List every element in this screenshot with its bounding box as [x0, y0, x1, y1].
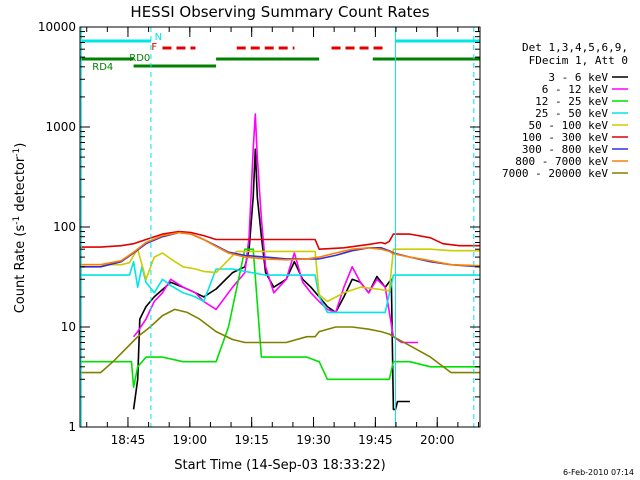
- plot-frame: [79, 26, 481, 428]
- legend-label-0: 3 - 6 keV: [548, 71, 608, 84]
- x-tick-label-1: 19:00: [173, 433, 208, 447]
- y-tick-label-3: 1000: [45, 120, 76, 134]
- vertical-markers: [80, 27, 475, 427]
- legend-label-5: 100 - 300 keV: [522, 131, 608, 144]
- x-tick-label-0: 18:45: [111, 433, 146, 447]
- x-axis-ticks: 18:45 19:00 19:15 19:30 19:45 20:00: [86, 27, 479, 447]
- x-tick-label-5: 20:00: [420, 433, 455, 447]
- legend-label-7: 800 - 7000 keV: [515, 155, 608, 168]
- y-axis-label-mid: detector: [13, 156, 28, 216]
- series-line-1: [132, 113, 419, 344]
- series-line-8: [80, 308, 480, 374]
- y-axis-label: Count Rate (s-1 detector-1): [12, 143, 28, 314]
- x-axis-label: Start Time (14-Sep-03 18:33:22): [174, 458, 385, 473]
- y-tick-label-1: 10: [61, 320, 76, 334]
- x-tick-label-2: 19:15: [234, 433, 269, 447]
- series-line-3: [80, 260, 480, 314]
- flag-label-N: N: [155, 32, 162, 43]
- timestamp-footer: 6-Feb-2010 07:14: [563, 468, 634, 477]
- legend-header-0: Det 1,3,4,5,6,9,: [522, 41, 628, 54]
- y-tick-label-4: 10000: [38, 20, 76, 34]
- flag-label-RD4: RD4: [92, 62, 113, 73]
- legend-header-1: FDecim 1, Att 0: [529, 54, 628, 67]
- legend: Det 1,3,4,5,6,9,FDecim 1, Att 0 3 - 6 keV…: [502, 41, 628, 180]
- series-group: [80, 113, 481, 411]
- x-tick-label-3: 19:30: [296, 433, 331, 447]
- flag-label-RD0: RD0: [129, 53, 150, 64]
- legend-label-4: 50 - 100 keV: [529, 119, 609, 132]
- legend-label-3: 25 - 50 keV: [535, 107, 608, 120]
- y-axis-label-sup2: -1: [12, 148, 22, 157]
- y-axis-label-main: Count Rate (s: [13, 225, 28, 314]
- legend-label-1: 6 - 12 keV: [542, 83, 609, 96]
- y-tick-label-0: 1: [68, 420, 76, 434]
- x-tick-label-4: 19:45: [358, 433, 393, 447]
- legend-label-8: 7000 - 20000 keV: [502, 167, 608, 180]
- legend-label-2: 12 - 25 keV: [535, 95, 608, 108]
- flag-label-F: F: [151, 42, 157, 53]
- y-axis-label-end: ): [13, 143, 28, 148]
- series-line-0: [132, 148, 410, 411]
- y-axis-ticks: 1 10 100 1000 10000: [38, 20, 480, 434]
- y-axis-label-sup1: -1: [12, 216, 22, 225]
- series-line-2: [80, 248, 480, 388]
- y-tick-label-2: 100: [53, 220, 76, 234]
- chart-title: HESSI Observing Summary Count Rates: [130, 3, 429, 21]
- legend-label-6: 300 - 800 keV: [522, 143, 608, 156]
- series-line-7: [80, 231, 481, 267]
- series-line-5: [80, 230, 480, 250]
